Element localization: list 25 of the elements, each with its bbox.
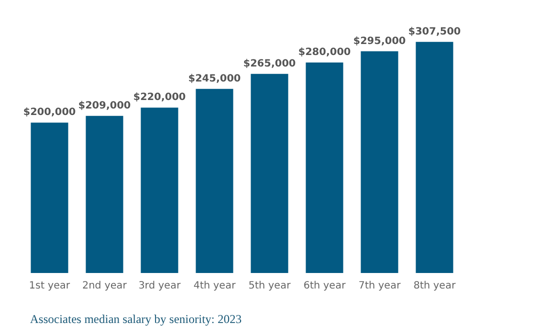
- bar: [360, 51, 398, 273]
- x-tick-label: 3rd year: [138, 280, 182, 292]
- x-tick-label: 4th year: [193, 280, 236, 292]
- x-tick-label: 8th year: [413, 280, 456, 292]
- x-tick-label: 5th year: [248, 280, 292, 292]
- data-label: $200,000: [23, 107, 76, 118]
- text: Associates median salary by seniority: 2023: [30, 312, 242, 326]
- data-label: $209,000: [78, 100, 131, 112]
- x-tick-label: 6th year: [303, 280, 346, 292]
- data-label: $280,000: [298, 47, 351, 58]
- data-label: $265,000: [243, 58, 296, 70]
- data-label: $307,500: [408, 26, 461, 38]
- bar: [86, 116, 124, 273]
- data-label: $295,000: [353, 36, 406, 47]
- bar: [306, 62, 344, 273]
- bar: [250, 74, 288, 273]
- bar: [416, 42, 454, 273]
- bar: [196, 88, 234, 273]
- data-label: $220,000: [133, 92, 186, 104]
- data-label: $245,000: [188, 73, 241, 84]
- bar: [140, 108, 178, 273]
- x-tick-label: 1st year: [29, 280, 71, 292]
- x-tick-label: 7th year: [358, 280, 402, 292]
- bar: [30, 122, 68, 273]
- x-tick-label: 2nd year: [82, 280, 128, 292]
